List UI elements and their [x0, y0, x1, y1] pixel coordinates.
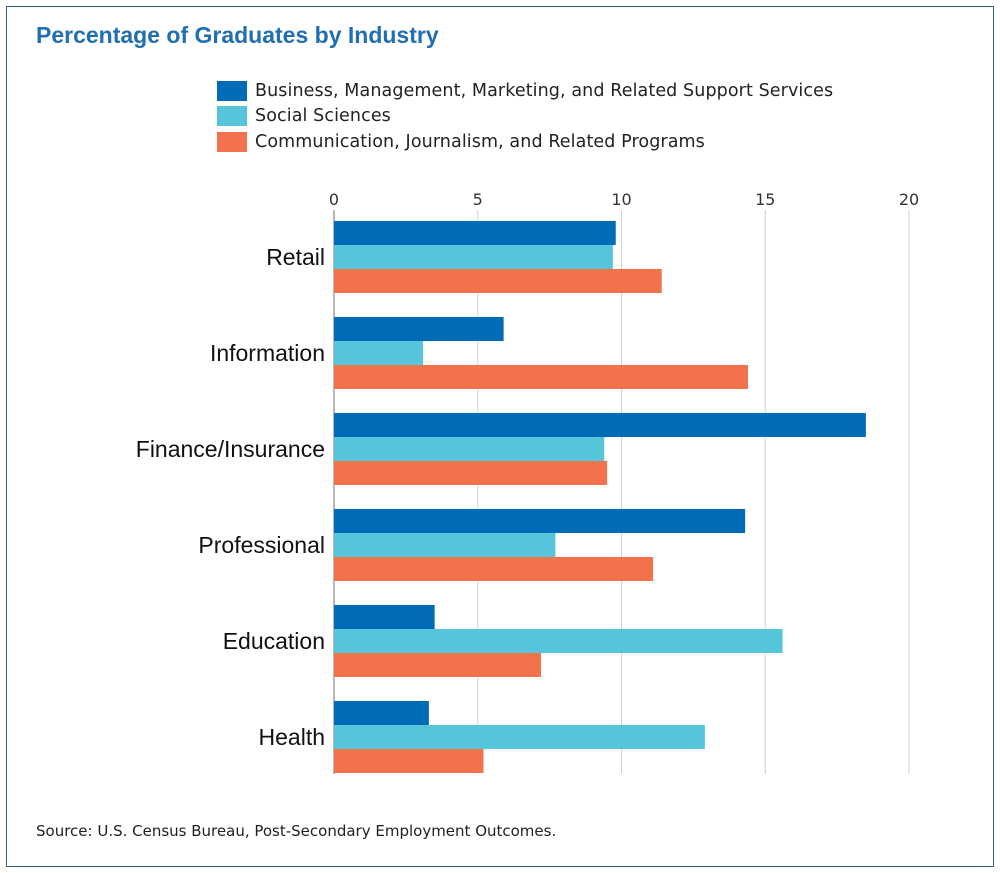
- bar-health-series-0: [334, 701, 429, 725]
- chart-title: Percentage of Graduates by Industry: [36, 22, 439, 48]
- bar-professional-series-2: [334, 557, 654, 581]
- legend: Business, Management, Marketing, and Rel…: [217, 78, 833, 155]
- legend-label-social-sciences: Social Sciences: [255, 106, 391, 127]
- category-label-professional: Professional: [198, 532, 325, 558]
- bar-retail-series-0: [334, 221, 616, 245]
- bar-information-series-2: [334, 365, 748, 389]
- legend-label-business: Business, Management, Marketing, and Rel…: [255, 80, 834, 101]
- legend-swatch-social-sciences: [217, 106, 247, 127]
- category-label-education: Education: [223, 628, 325, 654]
- bar-retail-series-1: [334, 245, 613, 269]
- bar-finance-insurance-series-1: [334, 437, 605, 461]
- bar-education-series-2: [334, 653, 541, 677]
- bar-information-series-1: [334, 341, 424, 365]
- category-label-information: Information: [210, 340, 325, 366]
- bar-information-series-0: [334, 317, 504, 341]
- x-tick-label-10: 10: [611, 190, 631, 209]
- x-tick-label-20: 20: [899, 190, 919, 209]
- bar-finance-insurance-series-2: [334, 461, 608, 485]
- bar-health-series-1: [334, 725, 705, 749]
- bar-education-series-1: [334, 629, 783, 653]
- legend-item-communication: Communication, Journalism, and Related P…: [217, 129, 833, 155]
- legend-item-social-sciences: Social Sciences: [217, 104, 833, 130]
- bar-professional-series-1: [334, 533, 556, 557]
- bar-retail-series-2: [334, 269, 662, 293]
- legend-label-communication: Communication, Journalism, and Related P…: [255, 131, 705, 152]
- category-label-health: Health: [259, 724, 325, 750]
- bar-health-series-2: [334, 749, 484, 773]
- x-tick-label-0: 0: [329, 190, 339, 209]
- legend-swatch-business: [217, 80, 247, 101]
- source-note: Source: U.S. Census Bureau, Post-Seconda…: [36, 822, 557, 840]
- legend-swatch-communication: [217, 131, 247, 152]
- x-tick-label-15: 15: [755, 190, 775, 209]
- category-label-retail: Retail: [266, 244, 325, 270]
- bar-finance-insurance-series-0: [334, 413, 866, 437]
- bar-professional-series-0: [334, 509, 746, 533]
- x-tick-label-5: 5: [473, 190, 483, 209]
- category-label-finance-insurance: Finance/Insurance: [136, 436, 325, 462]
- bar-education-series-0: [334, 605, 435, 629]
- legend-item-business: Business, Management, Marketing, and Rel…: [217, 78, 833, 104]
